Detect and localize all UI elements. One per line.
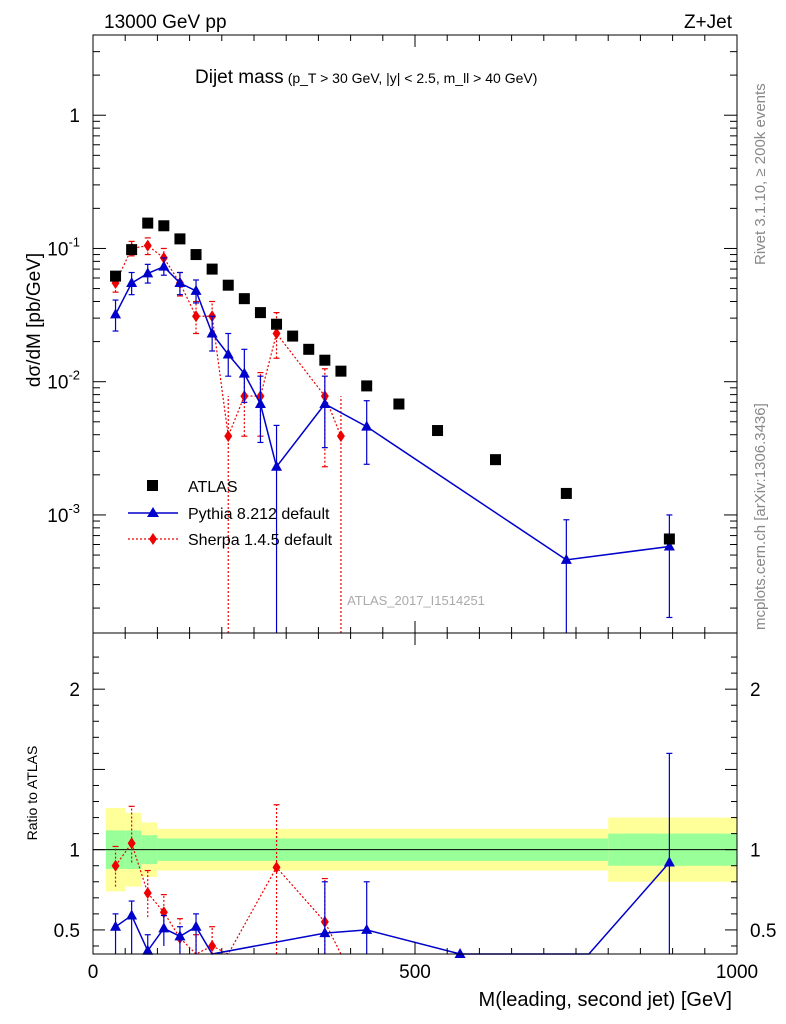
- ratio-sherpa-point: [208, 939, 217, 952]
- atlas-point: [361, 380, 373, 392]
- legend-pythia-label: Pythia 8.212 default: [188, 506, 330, 523]
- main-title-cuts: (p_T > 30 GeV, |y| < 2.5, m_ll > 40 GeV): [288, 70, 538, 86]
- process-label: Z+Jet: [684, 12, 733, 33]
- analysis-id: ATLAS_2017_I1514251: [347, 593, 485, 608]
- x-axis-label: M(leading, second jet) [GeV]: [479, 989, 732, 1011]
- ratio-pythia-point: [110, 920, 122, 931]
- ratio-sherpa-point: [143, 887, 152, 900]
- legend-pythia-marker: [147, 507, 159, 517]
- ratio-pythia-point: [663, 856, 675, 867]
- atlas-point: [287, 330, 299, 342]
- legend-sherpa-marker: [149, 533, 157, 545]
- atlas-point: [432, 425, 444, 437]
- pythia-point: [110, 308, 122, 319]
- atlas-point: [663, 533, 675, 545]
- pythia-point: [238, 367, 250, 378]
- pythia-point: [663, 540, 675, 551]
- sherpa-point: [336, 430, 345, 443]
- pythia-point: [271, 460, 283, 471]
- legend-sherpa-label: Sherpa 1.4.5 default: [188, 532, 333, 549]
- pythia-point: [206, 327, 218, 338]
- ratio-y-tick-label-right: 2: [750, 680, 761, 701]
- atlas-point: [142, 217, 154, 229]
- atlas-point: [303, 343, 315, 355]
- legend-atlas-marker: [147, 480, 158, 491]
- atlas-point: [319, 354, 331, 366]
- ratio-y-tick-label: 0.5: [54, 921, 80, 942]
- sherpa-point: [143, 239, 152, 252]
- atlas-point: [393, 398, 405, 410]
- ratio-y-tick-label: 2: [69, 680, 80, 701]
- pythia-point: [254, 398, 266, 409]
- atlas-point: [560, 487, 572, 499]
- rivet-version-label: Rivet 3.1.10, ≥ 200k events: [752, 83, 769, 265]
- ratio-pythia-point: [361, 923, 373, 934]
- legend-atlas-label: ATLAS: [188, 479, 238, 496]
- pythia-point: [142, 267, 154, 278]
- x-tick-label: 500: [399, 962, 431, 983]
- pythia-point: [190, 284, 202, 295]
- ratio-pythia-point: [174, 930, 186, 941]
- pythia-point: [222, 348, 234, 359]
- ratio-y-tick-label-right: 1: [750, 841, 761, 862]
- ratio-y-tick-label-right: 0.5: [750, 921, 776, 942]
- ratio-pythia-line: [115, 862, 670, 955]
- pythia-point: [361, 420, 373, 431]
- main-y-tick-label: 1: [69, 106, 80, 127]
- main-y-tick-label: 10-1: [47, 234, 80, 260]
- ratio-pythia-point: [158, 922, 170, 933]
- atlas-point: [110, 270, 122, 282]
- energy-label: 13000 GeV pp: [104, 12, 227, 33]
- pythia-point: [174, 277, 186, 288]
- atlas-point: [206, 263, 218, 275]
- sherpa-point: [224, 430, 233, 443]
- main-title-text: Dijet mass: [195, 67, 284, 88]
- ratio-sherpa-point: [272, 861, 281, 874]
- main-panel: 1 10-1 10-2 10-3 Dijet mass (p_T > 30 GeV, |…: [24, 34, 738, 634]
- sherpa-point: [272, 327, 281, 340]
- atlas-point: [222, 279, 234, 291]
- ratio-pythia-point: [126, 909, 138, 920]
- atlas-point: [190, 249, 202, 261]
- ratio-sherpa-line: [115, 841, 342, 955]
- atlas-point: [174, 233, 186, 245]
- ratio-sherpa-point: [111, 859, 120, 872]
- pythia-point: [319, 398, 331, 409]
- main-title: Dijet mass (p_T > 30 GeV, |y| < 2.5, m_ll…: [195, 67, 537, 88]
- ratio-ylabel: Ratio to ATLAS: [24, 746, 40, 841]
- atlas-point: [490, 454, 501, 466]
- ratio-pythia-point: [319, 927, 331, 938]
- legend: ATLAS Pythia 8.212 default Sherpa 1.4.5 …: [128, 479, 333, 549]
- pythia-point: [126, 277, 138, 288]
- ratio-pythia-point: [454, 948, 466, 958]
- x-tick-label: 0: [88, 962, 99, 983]
- x-tick-label: 1000: [716, 962, 758, 983]
- atlas-point: [126, 244, 138, 256]
- pythia-point: [158, 260, 170, 271]
- ratio-sherpa-point: [127, 837, 136, 850]
- sherpa-point: [192, 310, 201, 323]
- main-y-tick-label: 10-3: [47, 501, 80, 527]
- atlas-point: [238, 293, 250, 305]
- main-ylabel: dσ/dM [pb/GeV]: [24, 253, 45, 387]
- ratio-panel: 0 500 1000 0.5 0.5 1 1 2 2 Ratio to ATLAS M(lead…: [24, 632, 776, 1011]
- atlas-point: [335, 365, 347, 377]
- atlas-point: [254, 307, 266, 319]
- ratio-frame: [92, 632, 738, 955]
- ratio-y-tick-label: 1: [69, 841, 80, 862]
- ratio-pythia-point: [142, 944, 154, 955]
- ratio-pythia-point: [190, 920, 202, 931]
- atlas-point: [158, 220, 170, 232]
- mcplots-label: mcplots.cern.ch [arXiv:1306.3436]: [752, 403, 769, 630]
- atlas-point: [271, 318, 283, 330]
- main-y-tick-label: 10-2: [47, 368, 80, 394]
- pythia-point: [560, 553, 572, 564]
